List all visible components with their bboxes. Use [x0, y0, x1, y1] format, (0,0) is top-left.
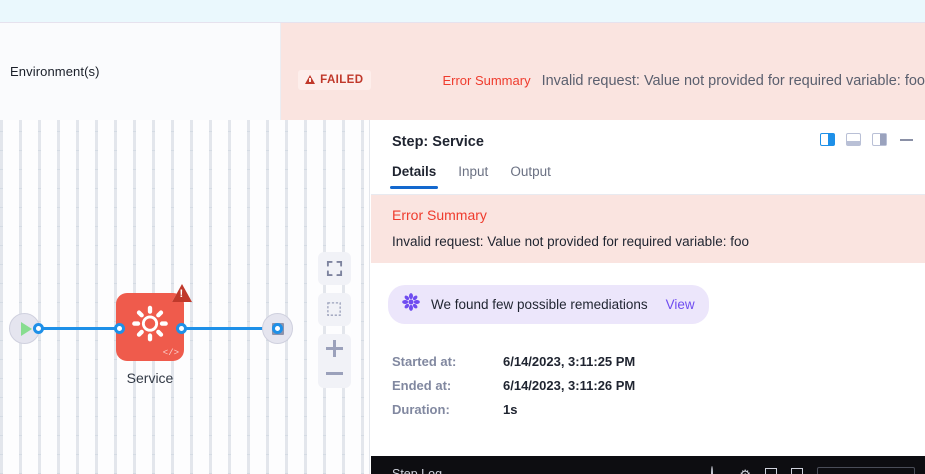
- play-icon: [20, 321, 32, 336]
- node-warning-triangle-icon: [172, 284, 192, 302]
- node-code-icon: </>: [162, 348, 179, 358]
- ended-at-label: Ended at:: [392, 378, 452, 393]
- port-service-out[interactable]: [176, 323, 187, 334]
- port-start-out[interactable]: [33, 323, 44, 334]
- ai-sparkle-flower-icon: [401, 292, 421, 317]
- plus-icon[interactable]: [326, 340, 343, 357]
- tab-output[interactable]: Output: [510, 164, 551, 179]
- step-details-panel: Step: Service Details Input Output Error…: [371, 120, 925, 456]
- panel-layout-controls: [820, 133, 917, 146]
- canvas-toolbar: [318, 252, 351, 388]
- selection-box-icon: [327, 302, 341, 316]
- environments-cell: Environment(s): [0, 23, 282, 120]
- tab-input[interactable]: Input: [458, 164, 489, 179]
- panel-header: Step: Service: [371, 120, 925, 164]
- edge-service-to-end: [178, 327, 282, 330]
- dock-right-icon[interactable]: [820, 133, 835, 146]
- search-icon[interactable]: [711, 466, 714, 474]
- tab-details[interactable]: Details: [389, 164, 439, 189]
- expand-icon[interactable]: [765, 468, 777, 474]
- metadata-row: Started at: 6/14/2023, 3:11:25 PM: [392, 354, 925, 369]
- dock-left-icon[interactable]: [872, 133, 887, 146]
- panel-error-title: Error Summary: [392, 207, 487, 223]
- console-controls: ⚙: [711, 466, 915, 474]
- service-node[interactable]: </>: [116, 284, 192, 361]
- environments-label: Environment(s): [10, 64, 100, 79]
- remediation-view-link[interactable]: View: [665, 297, 695, 312]
- header-row: Environment(s) FAILED Error Summary Inva…: [0, 23, 925, 120]
- ended-at-value: 6/14/2023, 3:11:26 PM: [503, 378, 636, 393]
- panel-tabs: Details Input Output: [371, 164, 925, 195]
- fit-to-screen-button[interactable]: [318, 252, 351, 285]
- minus-icon[interactable]: [326, 365, 343, 382]
- started-at-label: Started at:: [392, 354, 457, 369]
- gear-icon: [130, 304, 170, 349]
- duration-label: Duration:: [392, 402, 450, 417]
- step-metadata: Started at: 6/14/2023, 3:11:25 PM Ended …: [392, 354, 925, 417]
- remediation-text: We found few possible remediations: [431, 297, 648, 312]
- zoom-controls: [318, 334, 351, 388]
- error-banner: FAILED Error Summary Invalid request: Va…: [281, 23, 925, 120]
- start-node[interactable]: [9, 313, 40, 344]
- warning-triangle-icon: [305, 75, 316, 84]
- fit-screen-icon: [326, 260, 343, 277]
- popout-icon[interactable]: [791, 468, 803, 474]
- console-filter-input[interactable]: [817, 467, 915, 474]
- started-at-value: 6/14/2023, 3:11:25 PM: [503, 354, 636, 369]
- console-title: Step Log: [392, 467, 443, 474]
- gear-icon[interactable]: ⚙: [739, 466, 751, 474]
- console-bar: Step Log ⚙: [371, 456, 925, 474]
- panel-error-message: Invalid request: Value not provided for …: [392, 234, 749, 249]
- panel-error-summary: Error Summary Invalid request: Value not…: [371, 195, 925, 263]
- banner-error-summary-message: Invalid request: Value not provided for …: [541, 72, 925, 89]
- port-end-in[interactable]: [272, 323, 283, 334]
- service-node-label: Service: [126, 370, 174, 386]
- edge-start-to-service: [33, 327, 125, 330]
- dock-bottom-icon[interactable]: [846, 133, 861, 146]
- workflow-canvas[interactable]: </> Service: [0, 120, 370, 474]
- selection-box-button[interactable]: [318, 293, 351, 326]
- status-badge-label: FAILED: [320, 73, 364, 86]
- status-badge: FAILED: [298, 69, 372, 90]
- metadata-row: Ended at: 6/14/2023, 3:11:26 PM: [392, 378, 925, 393]
- remediation-banner[interactable]: We found few possible remediations View: [388, 285, 709, 324]
- panel-title: Step: Service: [392, 134, 484, 150]
- duration-value: 1s: [503, 402, 518, 417]
- minimize-icon[interactable]: [900, 138, 913, 141]
- metadata-row: Duration: 1s: [392, 402, 925, 417]
- port-service-in[interactable]: [114, 323, 125, 334]
- banner-error-summary-label: Error Summary: [442, 73, 531, 88]
- top-strip: [0, 0, 925, 23]
